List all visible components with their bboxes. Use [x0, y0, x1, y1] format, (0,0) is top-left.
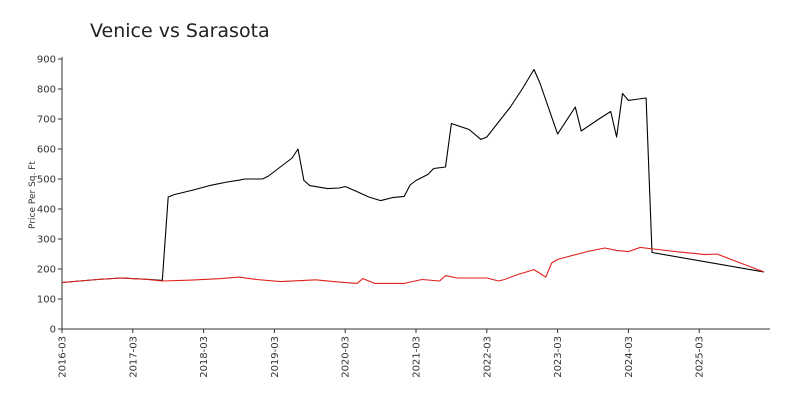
y-tick-label: 300 — [37, 235, 56, 246]
x-tick-label: 2024-03 — [624, 336, 635, 378]
x-tick-label: 2020-03 — [341, 336, 352, 378]
series-lines — [61, 68, 765, 284]
x-tick-label: 2018-03 — [199, 336, 210, 378]
x-tick-label: 2016-03 — [58, 336, 69, 378]
x-tick-label: 2022-03 — [482, 336, 493, 378]
y-tick-label: 800 — [37, 85, 56, 96]
y-tick-label: 700 — [37, 115, 56, 126]
x-tick-label: 2019-03 — [270, 336, 281, 378]
y-tick-label: 400 — [37, 205, 56, 216]
x-tick-label: 2023-03 — [553, 336, 564, 378]
series-line-2 — [61, 246, 765, 284]
y-tick-label: 500 — [37, 175, 56, 186]
x-tick-label: 2025-03 — [695, 336, 706, 378]
axes: 0 100 200 300 400 500 600 700 800 900 2016-03 2017-… — [37, 55, 770, 378]
y-tick-label: 100 — [37, 295, 56, 306]
y-tick-label: 200 — [37, 265, 56, 276]
y-tick-label: 600 — [37, 145, 56, 156]
series-line-1 — [61, 68, 765, 284]
y-axis-label: Price Per Sq. Ft — [28, 161, 38, 229]
x-tick-label: 2021-03 — [412, 336, 423, 378]
y-tick-label: 900 — [37, 55, 56, 66]
y-tick-label: 0 — [50, 325, 56, 336]
chart-title: Venice vs Sarasota — [90, 20, 270, 42]
x-tick-label: 2017-03 — [128, 336, 139, 378]
